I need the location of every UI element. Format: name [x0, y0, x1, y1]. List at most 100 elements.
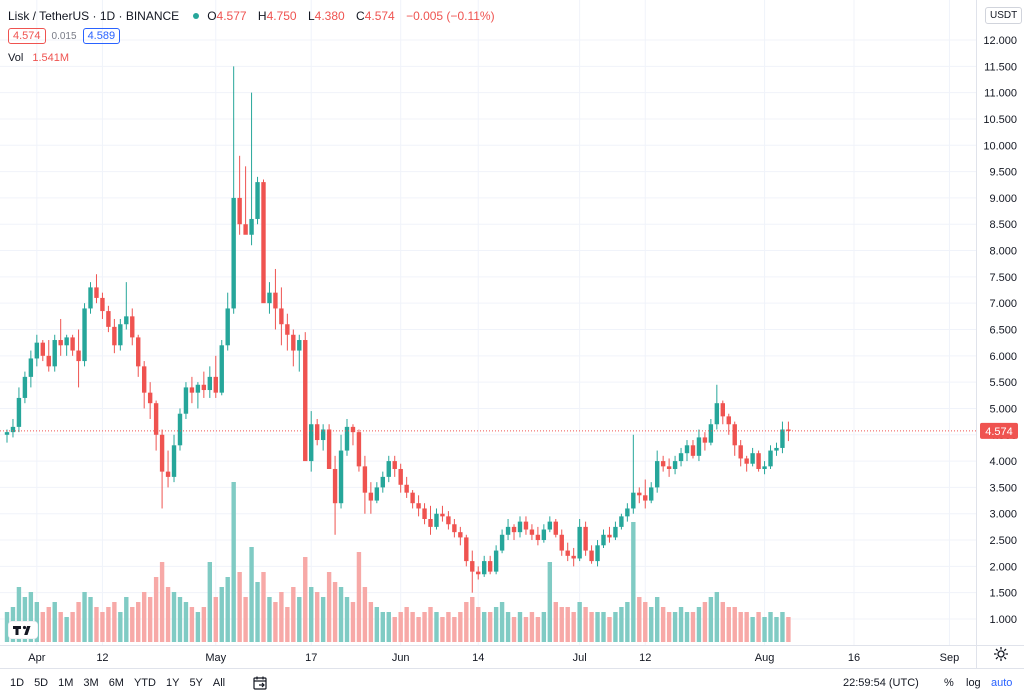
volume-bar	[678, 607, 684, 642]
candle-body	[76, 350, 81, 362]
volume-bar	[189, 607, 195, 642]
volume-bar	[493, 607, 499, 642]
volume-bar	[398, 612, 403, 642]
gear-icon[interactable]	[993, 646, 1009, 662]
volume-bar	[374, 607, 380, 642]
candle-body	[28, 358, 34, 377]
volume-bar	[458, 612, 463, 642]
candle-body	[112, 326, 117, 346]
auto-scale-button[interactable]: auto	[991, 677, 1013, 689]
candlestick-chart[interactable]: 12.000 11.500 11.000 10.500 10.000 9.500 9.000…	[0, 0, 1024, 668]
volume-bar	[487, 612, 493, 642]
utc-clock[interactable]: 22:59:54 (UTC)	[843, 677, 919, 689]
volume-bar	[237, 572, 242, 642]
symbol-title[interactable]: Lisk / TetherUS · 1D · BINANCE	[8, 9, 180, 23]
range-button[interactable]: 3M	[83, 677, 99, 689]
volume-bar	[547, 562, 553, 642]
percent-scale-button[interactable]: %	[944, 677, 954, 689]
volume-bar	[249, 547, 254, 642]
volume-bar	[279, 592, 284, 642]
volume-bar	[410, 612, 415, 642]
candle-body	[517, 521, 523, 533]
candle-body	[130, 316, 135, 338]
candle-body	[189, 387, 195, 393]
candle-body	[52, 340, 57, 367]
candle-body	[213, 376, 218, 393]
market-status-dot	[193, 13, 200, 19]
range-button[interactable]: 6M	[108, 677, 124, 689]
volume-bar	[738, 612, 743, 642]
candle-body	[4, 432, 10, 435]
candle-body	[482, 561, 487, 575]
candle-body	[100, 297, 105, 312]
volume-bar	[225, 577, 230, 642]
time-tick-label: 16	[848, 652, 860, 664]
volume-bar	[94, 607, 99, 642]
candle-body	[738, 445, 743, 459]
candle-body	[46, 355, 51, 367]
volume-bar	[46, 607, 51, 642]
candle-body	[487, 561, 493, 572]
price-tick-label: 9.000	[989, 193, 1017, 205]
volume-bar	[404, 607, 409, 642]
price-tick-label: 1.000	[989, 614, 1017, 626]
candle-body	[583, 526, 588, 551]
time-tick-label: Jul	[573, 652, 587, 664]
candle-body	[136, 337, 141, 367]
volume-bar	[535, 617, 541, 642]
candle-body	[314, 424, 320, 441]
volume-bar	[106, 607, 111, 642]
volume-bar	[696, 607, 702, 642]
candle-body	[332, 468, 338, 504]
range-button[interactable]: 1M	[58, 677, 74, 689]
go-to-date-icon[interactable]	[252, 675, 268, 691]
volume-bar	[511, 617, 517, 642]
range-button[interactable]: YTD	[133, 677, 156, 689]
candle-body	[678, 453, 684, 462]
buy-price-button[interactable]: 4.589	[82, 28, 121, 44]
range-button[interactable]: 1D	[10, 677, 25, 689]
range-button[interactable]: 5D	[34, 677, 49, 689]
volume-bar	[130, 607, 135, 642]
candle-body	[672, 461, 678, 469]
candle-body	[625, 508, 630, 517]
volume-bar	[4, 612, 10, 642]
candle-body	[398, 468, 403, 485]
currency-badge[interactable]: USDT	[985, 7, 1023, 24]
volume-bar	[690, 612, 696, 642]
candle-body	[141, 366, 147, 393]
volume-bar	[100, 612, 105, 642]
candle-body	[601, 534, 606, 546]
range-button[interactable]: 5Y	[189, 677, 203, 689]
volume-bar	[58, 612, 63, 642]
log-scale-button[interactable]: log	[966, 677, 981, 689]
volume-bar	[577, 602, 582, 642]
candle-body	[356, 432, 362, 467]
candle-body	[446, 516, 451, 525]
volume-bar	[499, 602, 505, 642]
time-tick-label: Sep	[940, 652, 960, 664]
volume-bar	[666, 612, 672, 642]
price-tick-label: 3.000	[989, 509, 1017, 521]
candle-body	[726, 416, 731, 425]
candle-body	[523, 521, 529, 530]
volume-bar	[529, 612, 535, 642]
date-range-buttons: 1D 5D 1M 3M 6M YTD 1Y 5Y All	[10, 677, 225, 689]
volume-bar	[637, 597, 642, 642]
time-tick-label: 14	[472, 652, 484, 664]
candle-body	[249, 218, 254, 235]
volume-bar	[141, 592, 147, 642]
volume-bar	[505, 612, 511, 642]
candle-body	[297, 340, 302, 351]
range-button[interactable]: All	[212, 677, 226, 689]
candle-body	[147, 392, 153, 404]
candle-body	[470, 561, 475, 572]
price-tick-label: 8.000	[989, 246, 1017, 258]
sell-price-button[interactable]: 4.574	[8, 28, 46, 44]
candle-body	[219, 345, 224, 393]
candle-body	[786, 429, 791, 431]
range-button[interactable]: 1Y	[165, 677, 180, 689]
volume-bar	[88, 597, 93, 642]
volume-bar	[595, 612, 600, 642]
